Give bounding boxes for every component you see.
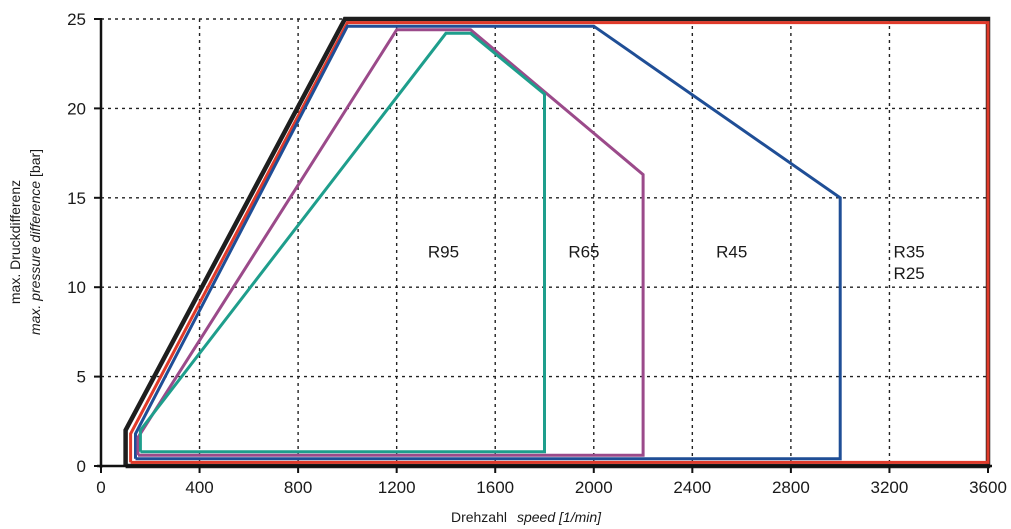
y-axis-label-de: max. Druckdifferenz — [7, 180, 23, 304]
x-axis-label-en: speed [1/min] — [517, 509, 602, 525]
x-tick-label: 2800 — [772, 478, 810, 497]
y-axis-label-en-text: max. pressure difference — [27, 181, 43, 335]
series-line-r45 — [134, 24, 842, 461]
y-axis-label-en: max. pressure difference [bar] — [27, 149, 43, 335]
region-labels: R95 R65 R45 R35 R25 — [428, 242, 925, 282]
y-tick-label: 15 — [67, 189, 86, 208]
series-line-r35-r25 — [123, 16, 991, 469]
series-group — [123, 16, 991, 469]
x-tick-label: 400 — [185, 478, 213, 497]
y-axis-label-unit: [bar] — [27, 149, 43, 177]
region-label-r35: R35 — [894, 242, 925, 261]
y-tick-label: 25 — [67, 10, 86, 29]
series-line-r35-r25 — [129, 21, 990, 464]
tick-labels: 0 400 800 1200 1600 2000 2400 2800 3200 3600 0 5 10 1… — [67, 10, 1007, 497]
region-label-r45: R45 — [716, 242, 747, 261]
x-tick-label: 1200 — [378, 478, 416, 497]
region-label-r95: R95 — [428, 242, 459, 261]
series-line-r65 — [136, 28, 645, 457]
x-axis-label: Drehzahl speed [1/min] — [451, 509, 602, 525]
x-tick-label: 2400 — [673, 478, 711, 497]
region-label-r25: R25 — [894, 264, 925, 283]
x-axis-label-de: Drehzahl — [451, 509, 507, 525]
axes — [94, 18, 992, 473]
y-tick-label: 10 — [67, 278, 86, 297]
y-tick-label: 5 — [77, 368, 86, 387]
series-line-r95 — [138, 31, 546, 454]
x-tick-label: 1600 — [476, 478, 514, 497]
x-tick-label: 2000 — [575, 478, 613, 497]
y-tick-label: 20 — [67, 99, 86, 118]
x-tick-label: 800 — [284, 478, 312, 497]
region-label-r65: R65 — [568, 242, 599, 261]
y-tick-label: 0 — [77, 457, 86, 476]
x-tick-label: 3200 — [871, 478, 909, 497]
x-tick-label: 0 — [96, 478, 105, 497]
x-tick-label: 3600 — [969, 478, 1007, 497]
